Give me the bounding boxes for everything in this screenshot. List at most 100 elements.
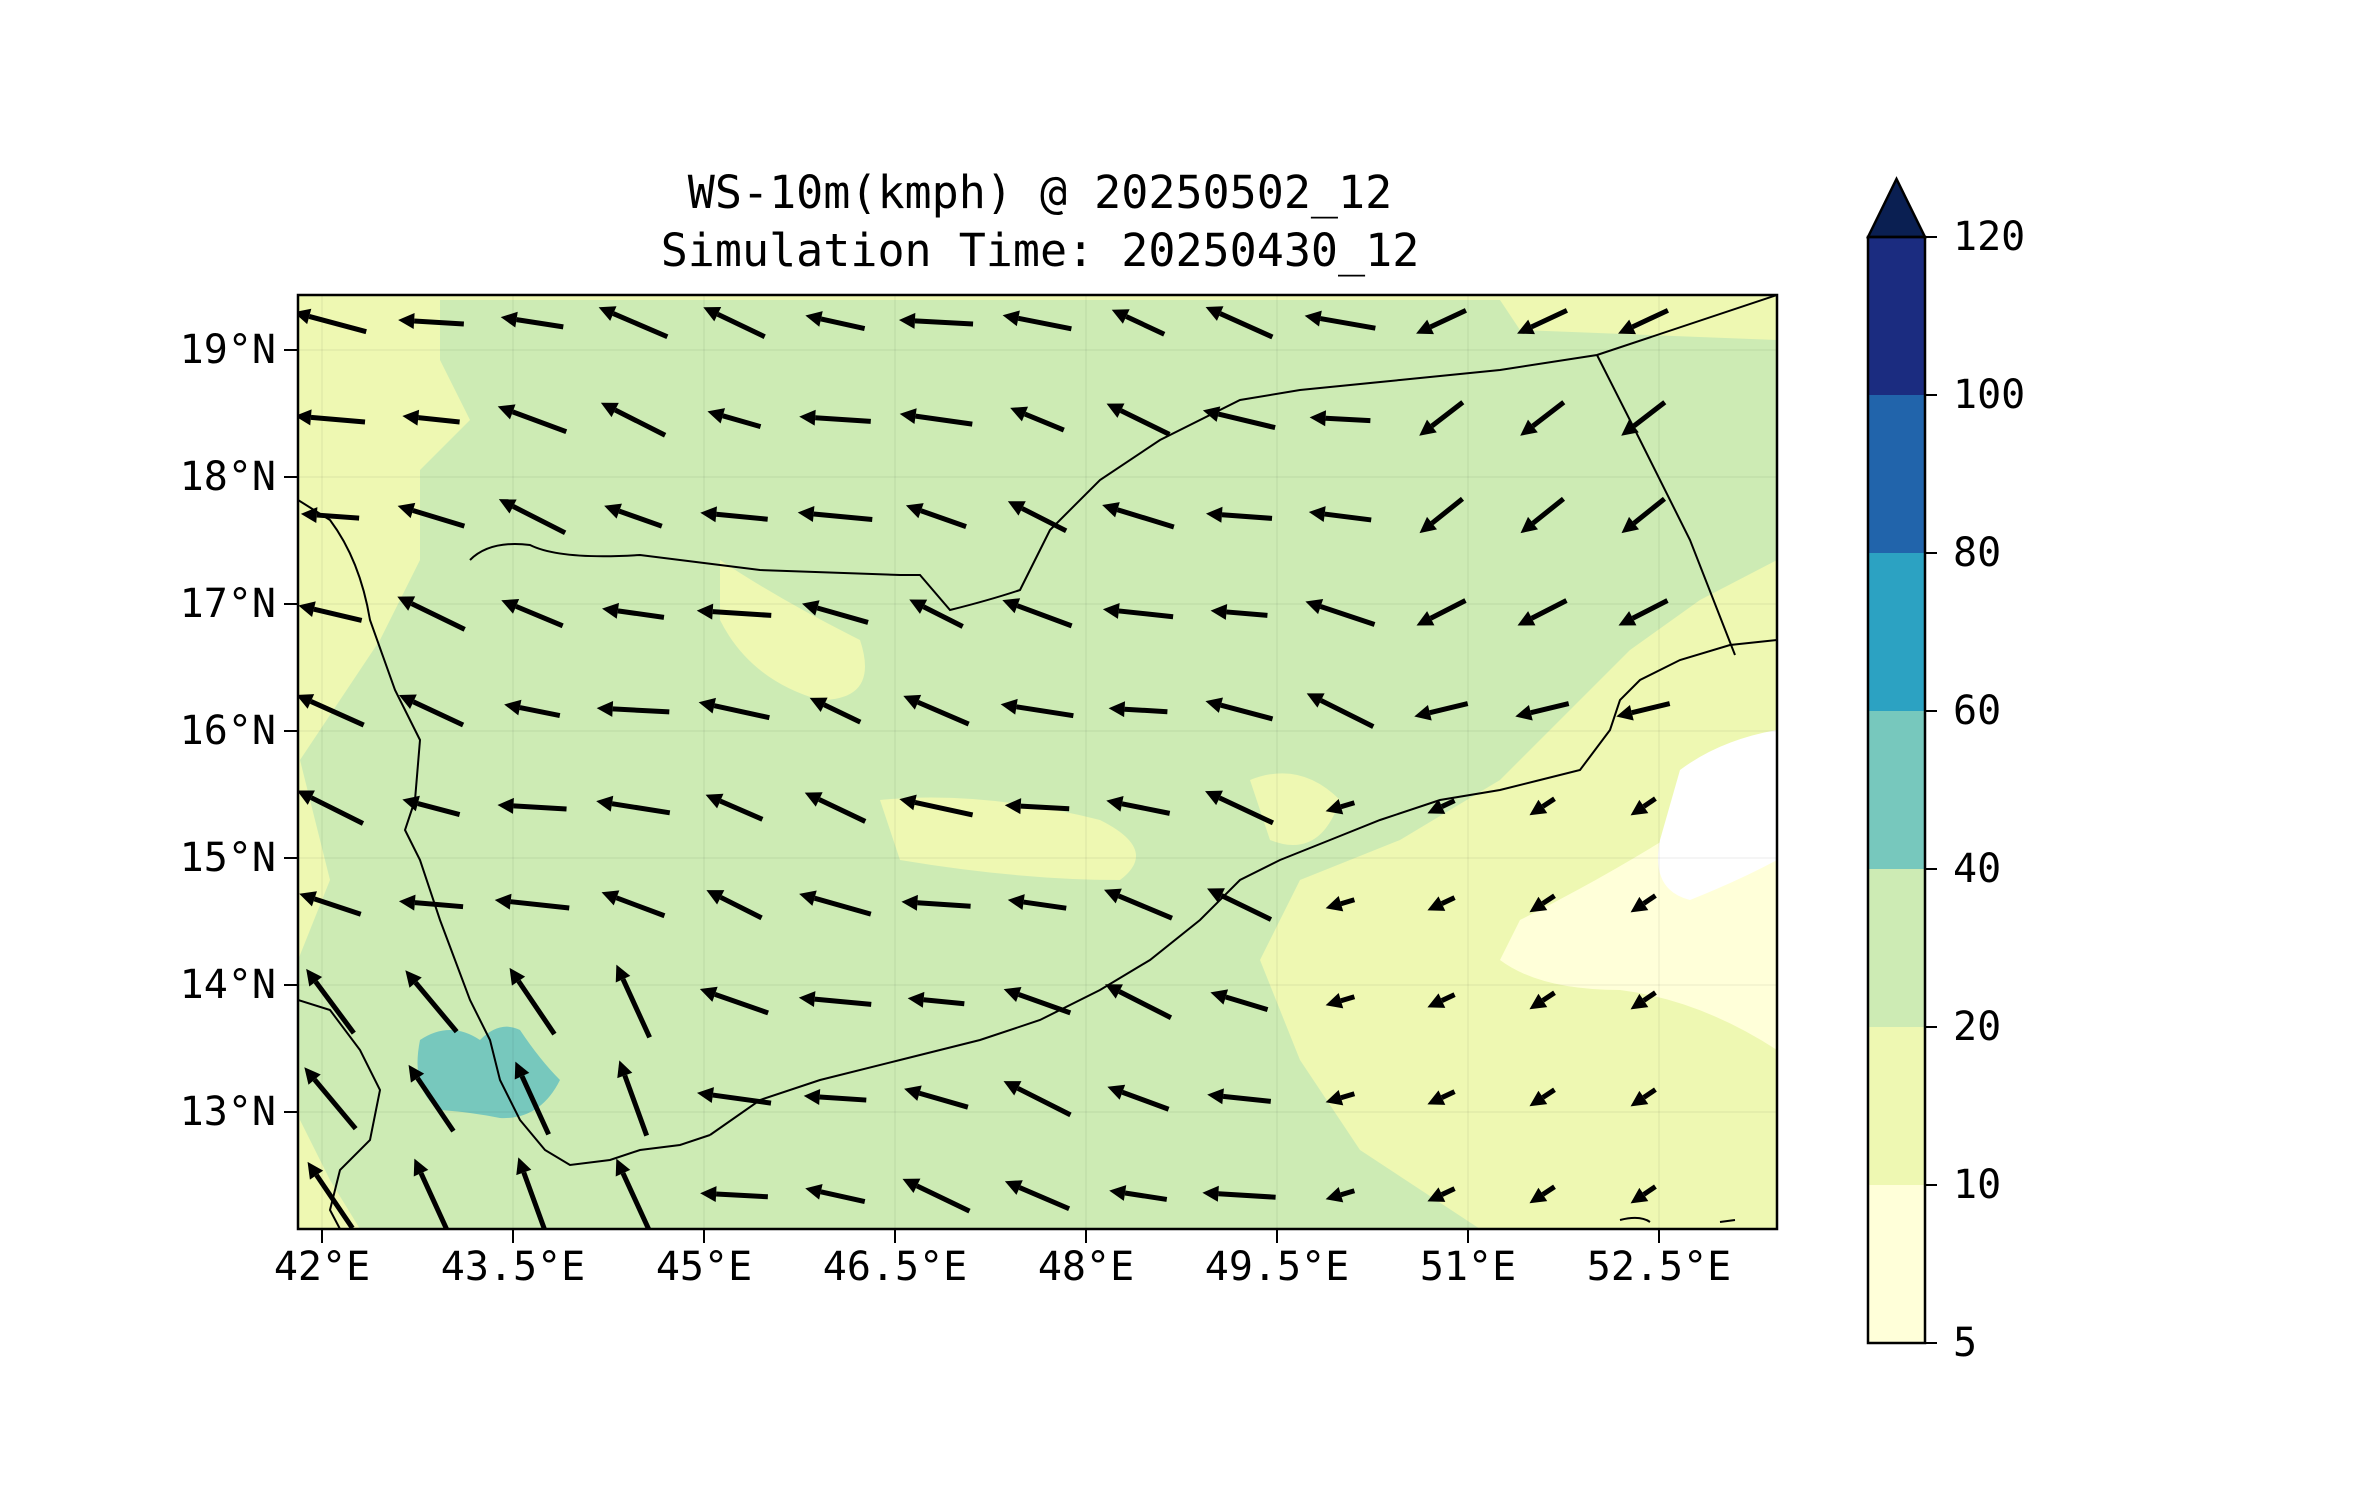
colorbar-label: 20: [1953, 1004, 2002, 1050]
coastline-red-sea-east: [298, 499, 711, 1167]
wind-arrow: [909, 599, 964, 629]
wind-arrow: [696, 603, 772, 620]
wind-arrow: [1416, 308, 1467, 335]
lon-label: 52.5°E: [1586, 1244, 1732, 1290]
wind-arrow: [604, 503, 663, 529]
wind-arrow: [803, 1089, 867, 1105]
wind-arrow: [901, 894, 971, 911]
wind-arrow: [598, 306, 669, 340]
wind-arrow: [899, 794, 974, 818]
wind-arrow: [1010, 406, 1065, 433]
wind-arrow: [1630, 990, 1657, 1010]
colorbar-segment: [1868, 869, 1925, 1027]
wind-arrow: [596, 795, 671, 816]
wind-arrow: [1202, 406, 1276, 431]
wind-arrow: [1210, 603, 1268, 620]
wind-arrow: [617, 1060, 650, 1137]
wind-arrow: [1106, 795, 1171, 816]
wind-arrow: [1630, 796, 1657, 816]
wind-arrow: [1205, 306, 1274, 340]
lon-label: 51°E: [1419, 1244, 1517, 1290]
wind-arrow: [402, 409, 460, 426]
lat-label: 15°N: [179, 835, 276, 881]
lat-label: 13°N: [179, 1089, 276, 1135]
wind-arrow: [1102, 502, 1175, 530]
colorbar-label: 40: [1953, 846, 2002, 892]
wind-arrow: [1630, 893, 1657, 913]
wind-arrow: [697, 1087, 772, 1106]
wind-arrow: [1517, 598, 1568, 626]
wind-arrow: [298, 601, 363, 623]
wind-arrow: [1427, 798, 1456, 814]
wind-arrow: [413, 1158, 450, 1229]
wind-arrow: [497, 797, 567, 814]
wind-arrow: [1621, 400, 1667, 436]
wind-arrow: [700, 1186, 768, 1203]
lon-label: 48°E: [1037, 1244, 1135, 1290]
wind-arrow: [300, 507, 360, 524]
wind-arrow: [1616, 701, 1671, 721]
wind-arrow: [1520, 400, 1566, 436]
wind-arrow: [805, 1184, 866, 1205]
wind-arrow: [398, 694, 465, 728]
lat-label: 14°N: [179, 962, 276, 1008]
colorbar-extend-arrow: [1865, 176, 1928, 239]
wind-arrow: [1003, 986, 1072, 1016]
wind-arrow: [1002, 598, 1073, 629]
wind-arrow: [494, 893, 570, 911]
wind-arrow: [1305, 598, 1376, 627]
wind-arrow: [1309, 410, 1371, 427]
wind-arrow: [1427, 895, 1456, 911]
wind-arrow: [1205, 790, 1275, 826]
wind-arrow: [1004, 798, 1070, 815]
wind-arrow: [1207, 1088, 1272, 1105]
wind-arrow: [501, 598, 564, 629]
wind-arrow: [398, 313, 464, 329]
lon-label: 46.5°E: [822, 1244, 968, 1290]
wind-arrow: [1325, 799, 1356, 815]
wind-arrow: [298, 409, 366, 426]
colorbar: [1865, 176, 1937, 1345]
wind-arrow: [1621, 496, 1667, 534]
wind-arrow: [298, 308, 367, 335]
wind-arrow: [1325, 993, 1356, 1009]
wind-arrow: [804, 792, 867, 824]
wind-arrow: [905, 503, 967, 529]
wind-arrow: [1108, 701, 1168, 718]
wind-arrow: [1515, 701, 1570, 721]
wind-arrow: [497, 404, 568, 435]
wind-arrow: [907, 991, 965, 1008]
wind-arrow: [596, 700, 670, 717]
wind-arrow: [699, 986, 769, 1016]
axis-ticks: [284, 295, 1777, 1243]
wind-arrow: [1004, 1180, 1071, 1212]
wind-arrow: [1630, 1087, 1657, 1107]
wind-arrow: [1520, 496, 1566, 534]
wind-arrow: [1517, 308, 1568, 335]
wind-arrow: [904, 1085, 969, 1110]
wind-arrow: [299, 891, 362, 917]
wind-arrow: [903, 694, 970, 727]
wind-arrow: [1102, 602, 1174, 620]
wind-arrow: [304, 1067, 358, 1131]
wind-arrow: [1427, 1186, 1456, 1202]
wind-arrow: [500, 311, 564, 330]
wind-arrow: [397, 502, 466, 529]
wind-arrow: [1427, 1089, 1456, 1105]
colorbar-label: 5: [1953, 1320, 1978, 1366]
border-oman-yemen: [1596, 354, 1736, 656]
wind-arrow: [698, 697, 770, 721]
wind-arrow: [615, 964, 652, 1039]
wind-arrow: [1630, 1184, 1657, 1204]
wind-arrow: [1529, 1087, 1556, 1107]
wind-arrow: [1205, 697, 1274, 722]
wind-arrow: [1306, 693, 1375, 729]
wind-arrow: [1106, 403, 1171, 437]
wind-arrow: [1210, 989, 1269, 1013]
wind-arrow: [1529, 796, 1556, 816]
wind-40-60-region: [417, 1026, 560, 1119]
wind-arrow: [1529, 1184, 1556, 1204]
wind-vectors: [298, 306, 1671, 1229]
wind-arrow: [799, 890, 872, 917]
